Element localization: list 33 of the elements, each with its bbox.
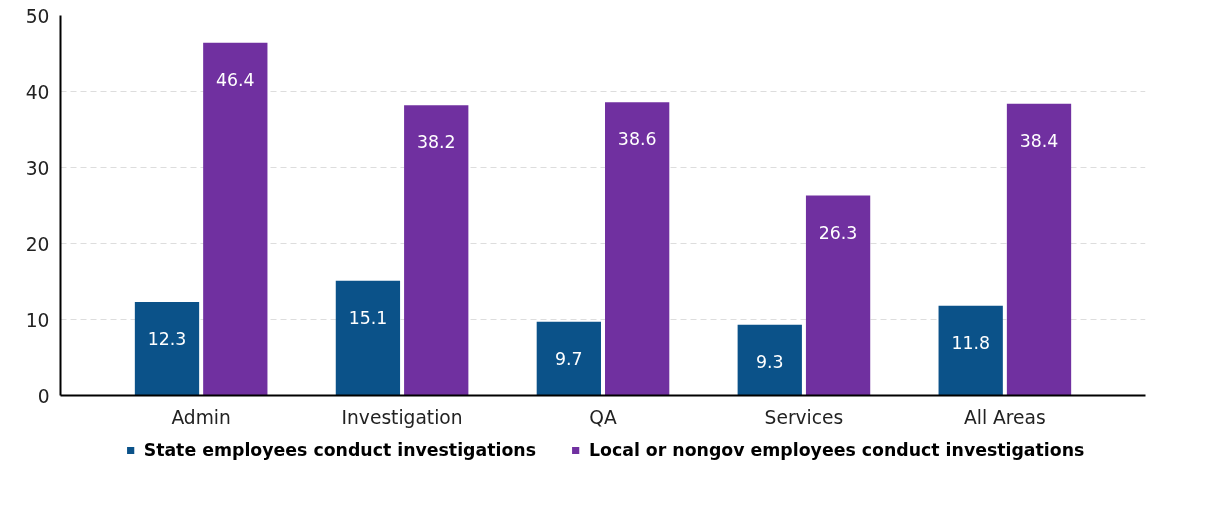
y-tick-label: 10: [25, 309, 50, 331]
x-tick-label: Admin: [171, 406, 231, 428]
bar: [1006, 103, 1072, 396]
data-label: 38.6: [617, 129, 657, 150]
bar: [938, 305, 1003, 396]
data-label: 26.3: [818, 222, 858, 243]
data-label: 9.3: [755, 351, 784, 372]
bar: [203, 42, 268, 396]
legend-label: State employees conduct investigations: [143, 440, 536, 460]
x-tick-label: All Areas: [964, 406, 1046, 428]
y-tick-label: 50: [25, 5, 50, 27]
legend-label: Local or nongov employees conduct investigations: [588, 440, 1085, 460]
data-label: 15.1: [348, 307, 388, 328]
x-tick-label: QA: [589, 406, 617, 428]
data-label: 12.3: [147, 329, 187, 350]
bar: [134, 302, 200, 396]
x-tick-label: Investigation: [341, 406, 463, 428]
data-label: 46.4: [216, 69, 255, 90]
y-tick-label: 40: [25, 81, 50, 103]
bar: [404, 105, 469, 396]
bar: [737, 324, 802, 396]
x-tick-label: Services: [764, 406, 844, 428]
y-tick-label: 0: [37, 385, 50, 407]
y-tick-label: 30: [25, 157, 50, 179]
y-tick-label: 20: [25, 233, 50, 255]
bar: [536, 321, 601, 396]
data-label: 38.4: [1019, 130, 1059, 151]
data-label: 38.2: [416, 132, 456, 153]
bar: [605, 102, 670, 396]
bar: [335, 280, 401, 396]
data-label: 9.7: [555, 348, 583, 369]
data-label: 11.8: [951, 332, 990, 353]
bar: [805, 195, 871, 396]
